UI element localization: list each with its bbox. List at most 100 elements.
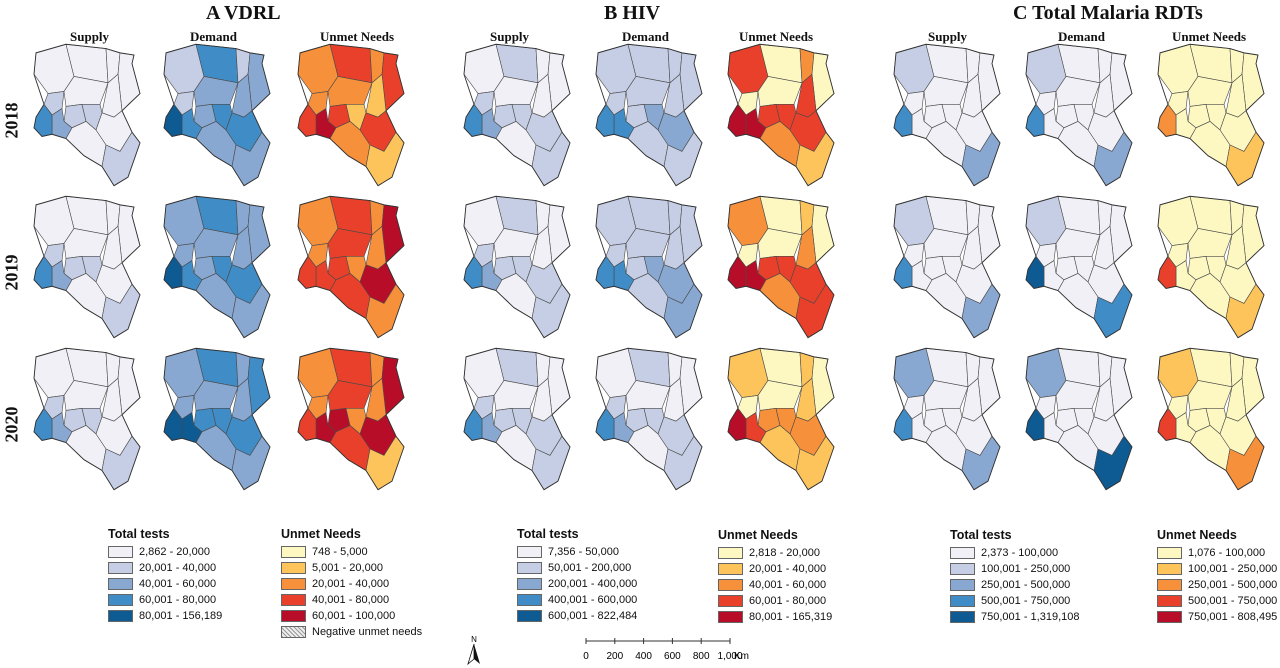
choropleth-map-a-unmet-2019 — [297, 195, 405, 339]
legend-entry: 40,001 - 80,000 — [281, 592, 422, 608]
legend-swatch — [108, 610, 133, 622]
legend-entry: 40,001 - 60,000 — [108, 576, 222, 592]
legend-entry: 1,076 - 100,000 — [1157, 545, 1277, 561]
legend-label: 600,001 - 822,484 — [548, 610, 638, 622]
legend-label: 5,001 - 20,000 — [312, 562, 383, 574]
legend-label: 750,001 - 808,495 — [1188, 611, 1278, 623]
legend-label: 60,001 - 80,000 — [139, 594, 217, 606]
legend-title: Total tests — [950, 528, 1012, 542]
legend-label: 2,862 - 20,000 — [139, 546, 210, 558]
legend-entry: 2,862 - 20,000 — [108, 544, 222, 560]
legend-label: 1,076 - 100,000 — [1188, 547, 1266, 559]
choropleth-map-b-supply-2019 — [463, 195, 571, 339]
choropleth-map-a-supply-2020 — [33, 347, 141, 491]
map-outline — [163, 347, 271, 491]
col-unmet-c: Unmet Needs — [1172, 29, 1247, 44]
legend-swatch — [517, 562, 542, 574]
legend-entry: 500,001 - 750,000 — [1157, 593, 1277, 609]
choropleth-map-b-demand-2020 — [595, 347, 703, 491]
choropleth-map-c-unmet-2019 — [1157, 195, 1265, 339]
choropleth-map-b-supply-2018 — [463, 43, 571, 187]
panel-title-b: B HIV — [604, 2, 661, 24]
choropleth-map-a-demand-2020 — [163, 347, 271, 491]
legend-label: 750,001 - 1,319,108 — [981, 611, 1080, 623]
legend-entry: 20,001 - 40,000 — [718, 561, 832, 577]
map-outline — [1025, 43, 1133, 187]
legend-rows: 1,076 - 100,000 100,001 - 250,000 250,001 … — [1157, 545, 1277, 625]
map-outline — [1025, 347, 1133, 491]
choropleth-map-a-supply-2018 — [33, 43, 141, 187]
map-outline — [33, 195, 141, 339]
legend-entry: 500,001 - 750,000 — [950, 593, 1079, 609]
map-outline — [297, 195, 405, 339]
legend-label: 500,001 - 750,000 — [981, 595, 1071, 607]
legend-label: 20,001 - 40,000 — [312, 578, 390, 590]
scale-tick-label: 1,000 — [717, 651, 742, 662]
legend-rows: 7,356 - 50,000 50,001 - 200,000 200,001 - … — [517, 544, 637, 624]
col-demand-a: Demand — [190, 29, 237, 44]
choropleth-map-b-demand-2018 — [595, 43, 703, 187]
legend-swatch — [108, 594, 133, 606]
legend-swatch — [1157, 547, 1182, 559]
map-outline — [463, 43, 571, 187]
col-unmet-b: Unmet Needs — [739, 29, 814, 44]
legend-entry: 750,001 - 1,319,108 — [950, 609, 1079, 625]
legend-swatch-hatched — [281, 626, 306, 638]
col-unmet-a: Unmet Needs — [320, 29, 395, 44]
year-label-2019: 2019 — [1, 254, 22, 291]
choropleth-map-b-unmet-2018 — [727, 43, 835, 187]
map-outline — [463, 347, 571, 491]
choropleth-map-b-supply-2020 — [463, 347, 571, 491]
legend-label: 100,001 - 250,000 — [1188, 563, 1278, 575]
legend-label: 40,001 - 60,000 — [749, 579, 827, 591]
panel-title-a: A VDRL — [206, 2, 281, 24]
legend-swatch — [1157, 579, 1182, 591]
legend-swatch — [281, 610, 306, 622]
col-supply-b: Supply — [490, 29, 530, 44]
legend-label: 250,001 - 500,000 — [1188, 579, 1278, 591]
choropleth-map-a-unmet-2020 — [297, 347, 405, 491]
map-outline — [297, 347, 405, 491]
legend-swatch — [281, 562, 306, 574]
choropleth-map-b-unmet-2019 — [727, 195, 835, 339]
legend-label: 40,001 - 60,000 — [139, 578, 217, 590]
scale-tick-label: 200 — [606, 651, 623, 662]
legend-entry: 2,818 - 20,000 — [718, 545, 832, 561]
map-outline — [163, 43, 271, 187]
legend-swatch — [281, 594, 306, 606]
legend-swatch — [950, 595, 975, 607]
choropleth-map-c-supply-2019 — [893, 195, 1001, 339]
legend-entry: 5,001 - 20,000 — [281, 560, 422, 576]
legend-title: Total tests — [517, 527, 579, 541]
col-supply-c: Supply — [928, 29, 968, 44]
legend-swatch — [718, 579, 743, 591]
legend-label: 60,001 - 100,000 — [312, 610, 396, 622]
legend-negative-label: Negative unmet needs — [312, 626, 423, 638]
legend-swatch — [950, 563, 975, 575]
legend-swatch — [517, 578, 542, 590]
legend-entry: 2,373 - 100,000 — [950, 545, 1079, 561]
legend-label: 400,001 - 600,000 — [548, 594, 638, 606]
legend-entry: 750,001 - 808,495 — [1157, 609, 1277, 625]
legend-total-c: Total tests 2,373 - 100,000 100,001 - 250… — [950, 528, 1079, 625]
legend-entry: 100,001 - 250,000 — [1157, 561, 1277, 577]
legend-swatch — [1157, 595, 1182, 607]
legend-entry: 60,001 - 100,000 — [281, 608, 422, 624]
map-outline — [1157, 195, 1265, 339]
legend-entry: 80,001 - 156,189 — [108, 608, 222, 624]
choropleth-map-c-unmet-2018 — [1157, 43, 1265, 187]
scale-tick-label: 800 — [693, 651, 710, 662]
legend-label: 60,001 - 80,000 — [749, 595, 827, 607]
col-supply-a: Supply — [70, 29, 110, 44]
scale-tick-label: 400 — [635, 651, 652, 662]
choropleth-map-c-unmet-2020 — [1157, 347, 1265, 491]
map-outline — [595, 195, 703, 339]
legend-label: 250,001 - 500,000 — [981, 579, 1071, 591]
legend-swatch — [108, 546, 133, 558]
legend-label: 40,001 - 80,000 — [312, 594, 390, 606]
legend-label: 2,373 - 100,000 — [981, 547, 1059, 559]
map-outline — [1157, 43, 1265, 187]
legend-unmet-c: Unmet Needs 1,076 - 100,000 100,001 - 250… — [1157, 528, 1277, 625]
map-outline — [727, 347, 835, 491]
